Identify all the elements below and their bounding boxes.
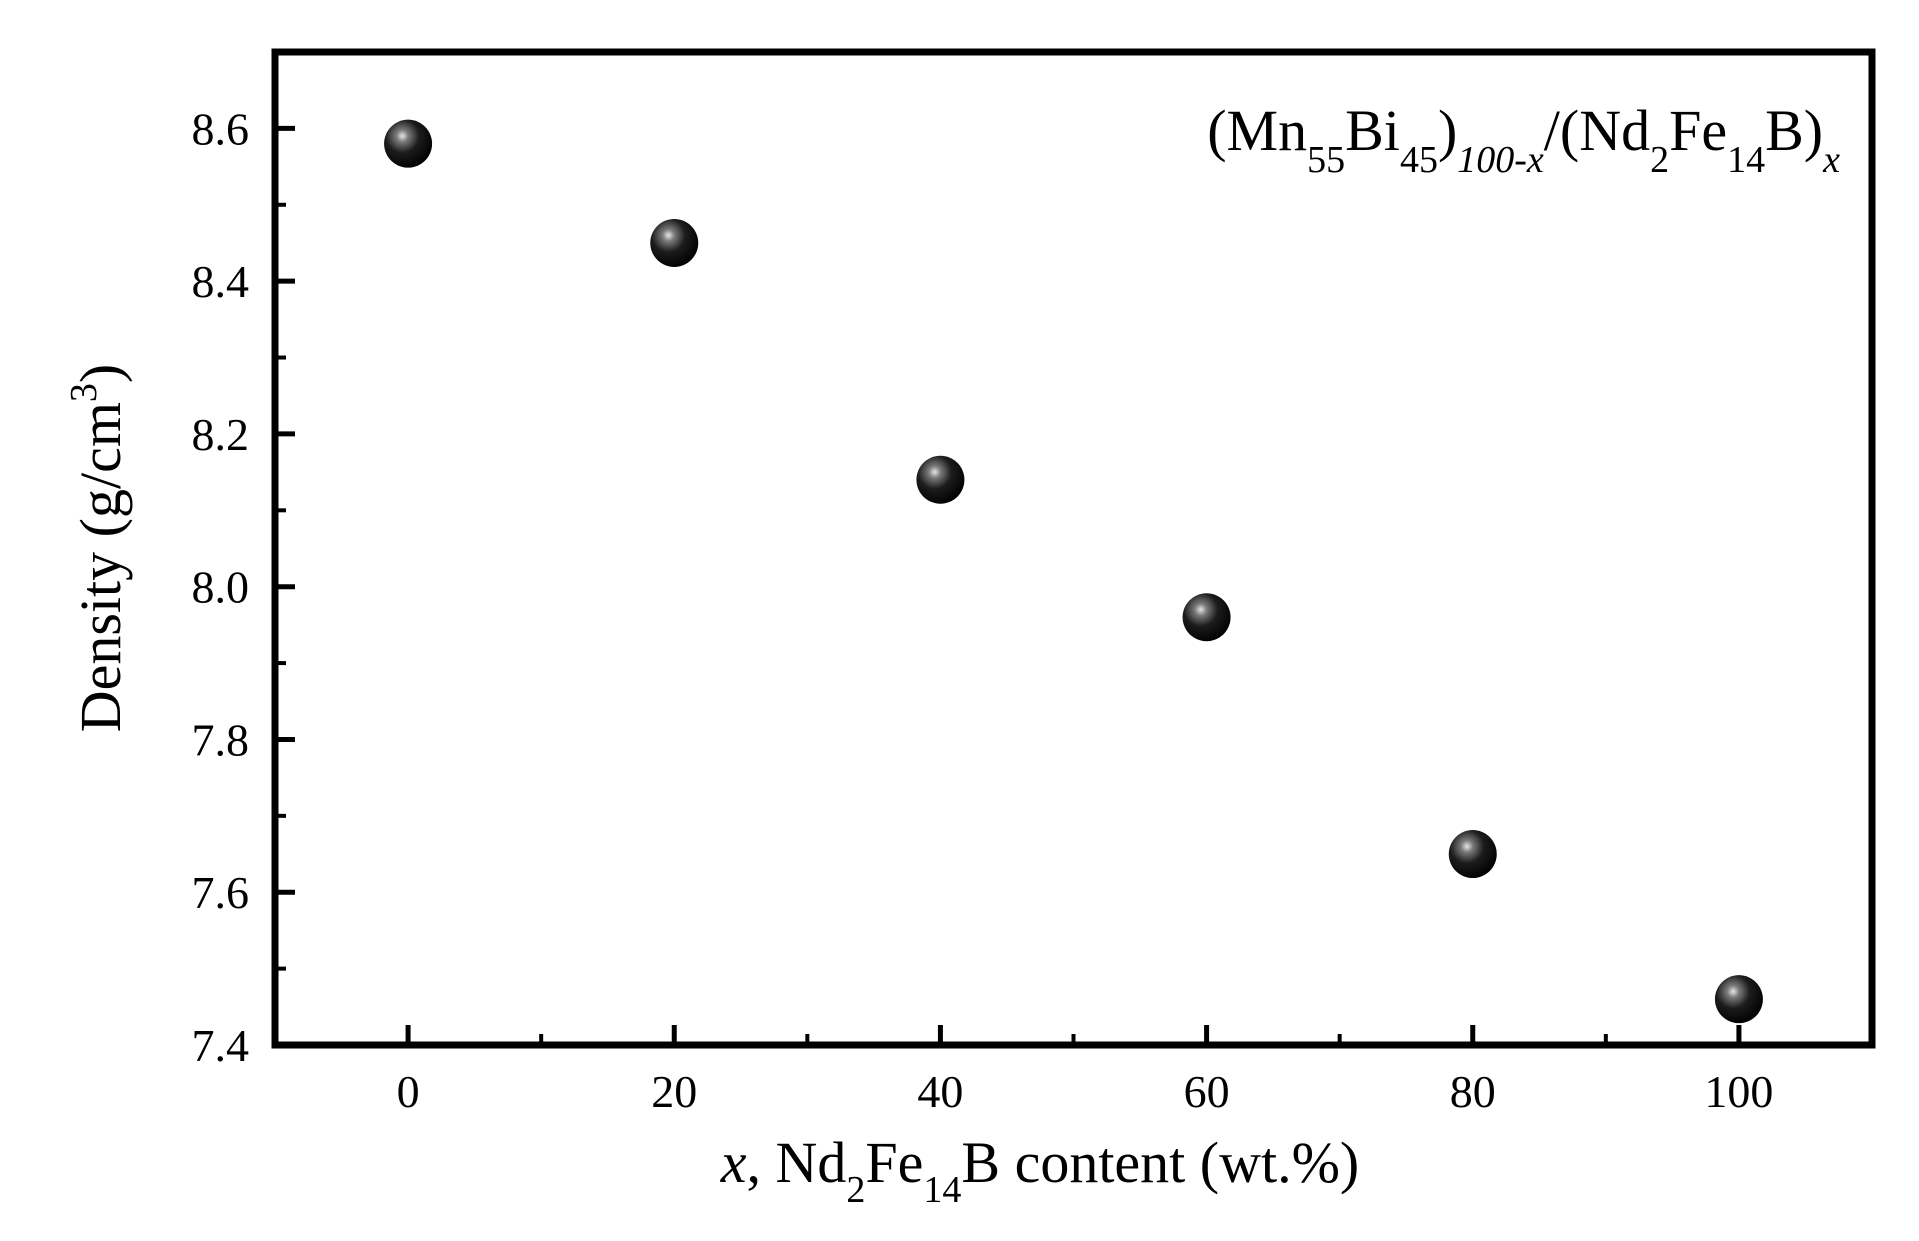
- y-axis-title: Density (g/cm3): [63, 364, 133, 733]
- data-point: [1448, 830, 1497, 879]
- data-points: [384, 119, 1763, 1024]
- data-point: [384, 119, 433, 168]
- x-tick-label: 0: [397, 1066, 420, 1117]
- y-tick-label: 7.6: [192, 867, 250, 918]
- y-tick-label: 8.0: [192, 562, 250, 613]
- axis-ticks: [275, 125, 1742, 1048]
- x-axis-title: x, Nd2Fe14B content (wt.%): [720, 1130, 1359, 1211]
- y-tick-label: 8.6: [192, 103, 250, 154]
- composition-annotation: (Mn55Bi45)100-x/(Nd2Fe14B)x: [1207, 98, 1840, 181]
- x-tick-label: 80: [1450, 1066, 1496, 1117]
- x-tick-label: 60: [1184, 1066, 1230, 1117]
- data-point: [916, 455, 965, 504]
- x-tick-label: 100: [1704, 1066, 1773, 1117]
- tick-labels: 0 20 40 60 80 100 7.4 7.6 7.8 8.0 8.2 8.4 8.6: [192, 103, 1774, 1117]
- y-tick-label: 8.4: [192, 256, 250, 307]
- data-point: [1182, 593, 1231, 642]
- y-tick-label: 7.4: [192, 1020, 250, 1071]
- y-tick-label: 8.2: [192, 409, 250, 460]
- data-point: [650, 218, 699, 267]
- y-tick-label: 7.8: [192, 714, 250, 765]
- x-tick-label: 40: [917, 1066, 963, 1117]
- plot-frame: [271, 48, 1876, 1049]
- data-point: [1714, 975, 1763, 1024]
- x-tick-label: 20: [651, 1066, 697, 1117]
